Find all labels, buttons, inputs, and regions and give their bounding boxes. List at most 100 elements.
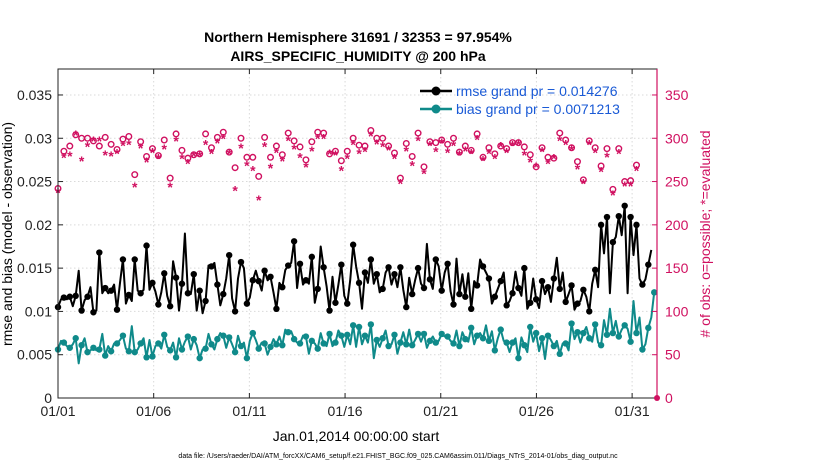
rmse-point — [279, 283, 286, 291]
bias-point — [143, 354, 150, 361]
obs-evaluated-point: * — [167, 179, 173, 195]
legend-rmse-marker — [431, 86, 441, 96]
x-tick-label: 01/26 — [519, 403, 554, 419]
obs-evaluated-point: * — [345, 151, 351, 167]
rmse-point — [60, 294, 68, 301]
obs-evaluated-point: * — [415, 132, 421, 148]
obs-evaluated-point: * — [309, 143, 315, 159]
obs-possible-point — [609, 185, 617, 193]
y-right-tick-label: 250 — [665, 174, 689, 190]
obs-evaluated-point: * — [492, 151, 498, 167]
obs-possible-point — [396, 174, 404, 182]
obs-evaluated-point: * — [528, 154, 534, 170]
rmse-point — [107, 287, 115, 294]
y-left-tick-label: 0.035 — [17, 87, 52, 103]
rmse-point — [190, 270, 197, 278]
bias-point — [403, 341, 410, 348]
bias-point — [84, 348, 91, 356]
rmse-point — [532, 296, 540, 303]
line-series — [54, 202, 658, 365]
rmse-point — [332, 299, 339, 306]
bias-point — [503, 339, 510, 346]
bias-point — [450, 340, 457, 347]
bias-point — [379, 335, 386, 342]
obs-possible-point — [272, 142, 280, 150]
y-left-tick-label: 0.01 — [25, 303, 52, 319]
rmse-point — [255, 277, 262, 285]
rmse-point — [90, 309, 97, 316]
obs-possible-point — [255, 172, 263, 180]
rmse-point — [113, 306, 121, 313]
rmse-point — [491, 293, 499, 300]
bias-point — [515, 354, 522, 362]
rmse-point — [237, 258, 245, 266]
obs-possible-point — [202, 130, 210, 138]
bias-point — [444, 333, 451, 340]
obs-possible-point — [231, 164, 239, 172]
bias-point — [308, 337, 316, 345]
bias-point — [391, 331, 398, 338]
obs-possible-point — [343, 147, 351, 155]
obs-evaluated-point: * — [232, 183, 238, 199]
bias-point — [521, 341, 528, 349]
rmse-point — [166, 303, 174, 310]
obs-possible-point — [237, 134, 245, 142]
rmse-point — [586, 308, 593, 315]
rmse-point — [603, 213, 611, 221]
bias-point — [72, 335, 79, 342]
obs-possible-point — [143, 152, 151, 160]
obs-possible-point — [178, 146, 186, 154]
rmse-point — [249, 277, 257, 284]
rmse-point — [462, 293, 469, 300]
obs-evaluated-point: * — [498, 138, 504, 154]
rmse-point — [308, 253, 316, 261]
bias-point — [550, 342, 558, 350]
obs-possible-point — [562, 136, 570, 144]
obs-possible-point — [550, 154, 558, 162]
x-tick-label: 01/06 — [136, 403, 171, 419]
rmse-series-line — [57, 204, 653, 315]
bias-point — [243, 354, 251, 362]
obs-possible-point — [450, 134, 458, 142]
bias-point — [196, 354, 203, 362]
x-tick-label: 01/16 — [328, 403, 363, 419]
obs-evaluated-point: * — [144, 154, 150, 170]
rmse-point — [403, 303, 410, 311]
obs-evaluated-point: * — [132, 179, 138, 195]
chart-title-line1: Northern Hemisphere 31691 / 32353 = 97.9… — [204, 29, 512, 45]
rmse-point — [302, 277, 310, 284]
obs-evaluated-point: * — [634, 163, 640, 179]
bias-point — [426, 337, 434, 345]
bias-point — [615, 333, 622, 340]
obs-evaluated-point: * — [126, 137, 132, 153]
y-right-tick-label: 100 — [665, 303, 689, 319]
rmse-point — [385, 264, 392, 271]
bias-point — [290, 335, 298, 343]
rmse-point — [119, 256, 127, 263]
bias-point — [597, 341, 605, 349]
obs-evaluated-point: * — [333, 147, 339, 163]
bias-point — [456, 342, 463, 350]
rmse-point — [515, 284, 522, 292]
obs-evaluated-point: * — [604, 149, 610, 165]
obs-possible-point — [633, 161, 641, 169]
obs-evaluated-point: * — [203, 137, 209, 153]
obs-evaluated-point: * — [516, 137, 522, 153]
rmse-point — [243, 300, 251, 307]
obs-possible-point — [72, 131, 80, 139]
obs-evaluated-point: * — [250, 163, 256, 179]
bias-point — [479, 335, 487, 342]
bias-point — [485, 337, 493, 345]
obs-evaluated-point: * — [551, 151, 557, 167]
obs-evaluated-point: * — [156, 151, 162, 167]
rmse-point — [503, 302, 510, 309]
bias-point — [651, 289, 658, 296]
bias-point — [225, 334, 233, 341]
rmse-point — [420, 284, 428, 292]
rmse-point — [178, 280, 186, 287]
bias-point — [609, 329, 617, 337]
obs-evaluated-point: * — [545, 156, 551, 172]
legend: rmse grand pr = 0.014276 bias grand pr =… — [420, 83, 620, 117]
obs-possible-point — [568, 144, 576, 152]
